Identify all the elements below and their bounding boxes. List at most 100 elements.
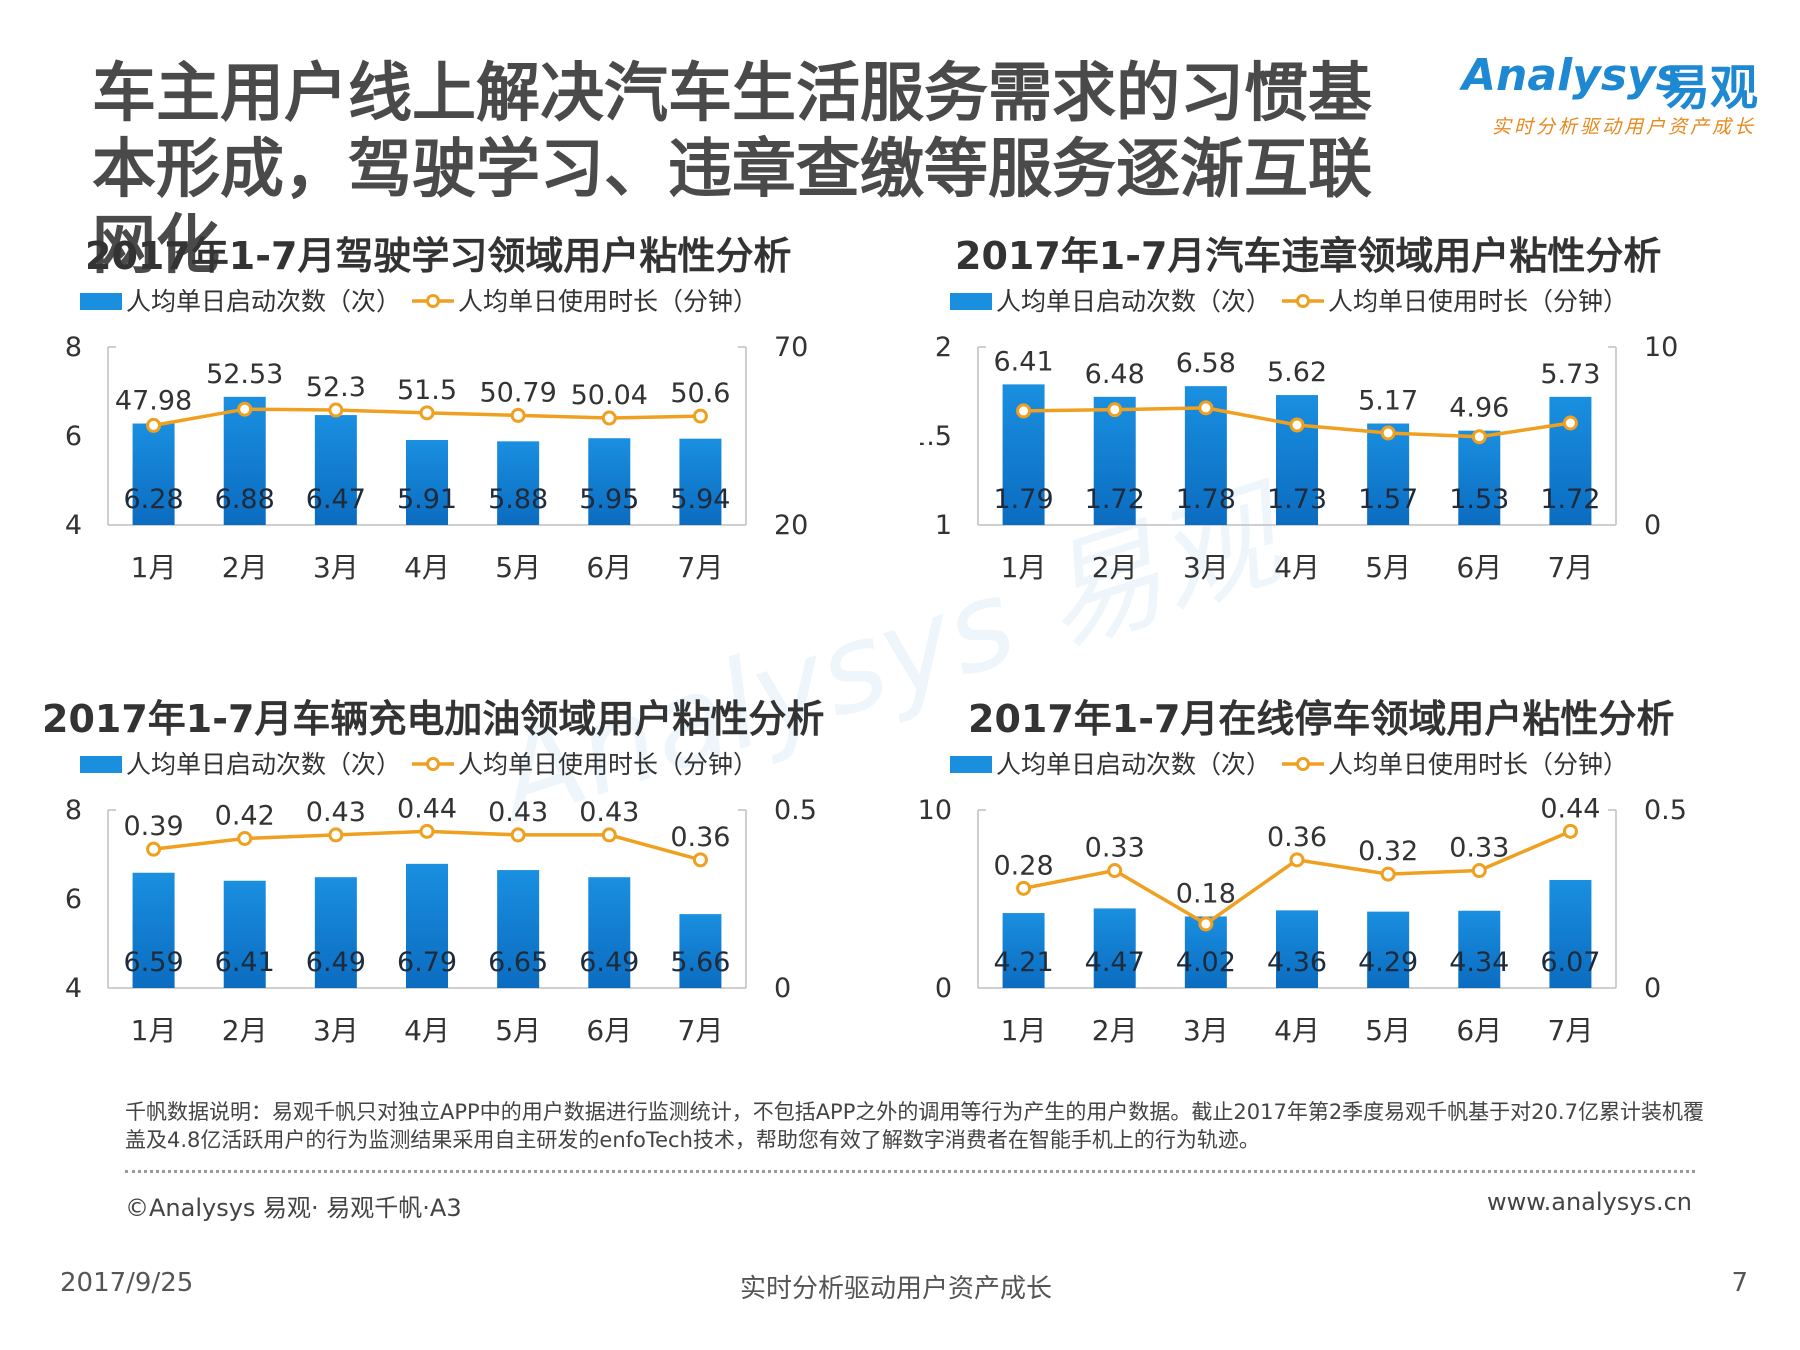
line-point xyxy=(1471,429,1487,445)
legend-bar-label: 人均单日启动次数（次） xyxy=(126,287,401,316)
bar xyxy=(132,423,175,525)
legend-bar-swatch xyxy=(80,293,122,310)
line-value-label: 47.98 xyxy=(115,386,192,417)
line-value-label: 51.5 xyxy=(397,375,457,406)
line-point xyxy=(237,830,253,846)
line-point xyxy=(328,827,344,843)
bar-value-label: 5.95 xyxy=(579,484,639,515)
bar xyxy=(406,440,448,525)
bar-value-label: 1.72 xyxy=(1085,484,1145,515)
line-point xyxy=(1380,425,1396,441)
legend-line-marker xyxy=(1296,294,1310,308)
x-tick-label: 6月 xyxy=(586,551,632,584)
bar xyxy=(497,441,540,525)
line-value-label: 0.39 xyxy=(124,811,184,842)
x-tick-label: 1月 xyxy=(131,1014,177,1047)
line-point xyxy=(1198,400,1214,416)
bar-value-label: 6.28 xyxy=(124,484,184,515)
x-tick-label: 6月 xyxy=(1456,1014,1502,1047)
line-value-label: 0.33 xyxy=(1449,833,1509,864)
line-value-label: 50.04 xyxy=(571,380,648,411)
x-tick-label: 7月 xyxy=(1548,1014,1594,1047)
footer-divider xyxy=(125,1170,1695,1173)
chart-legend: 人均单日启动次数（次） 人均单日使用时长（分钟） xyxy=(950,287,1628,316)
x-tick-label: 4月 xyxy=(1274,1014,1320,1047)
x-tick-label: 3月 xyxy=(1183,1014,1229,1047)
bar-value-label: 6.49 xyxy=(579,947,639,978)
copyright: ©Analysys 易观· 易观千帆·A3 xyxy=(125,1194,462,1222)
legend-line-label: 人均单日使用时长（分钟） xyxy=(1328,750,1628,779)
bar xyxy=(1549,879,1592,988)
x-tick-label: 5月 xyxy=(495,1014,541,1047)
bar-value-label: 1.53 xyxy=(1449,484,1509,515)
line-value-label: 0.36 xyxy=(670,822,730,853)
legend-line-label: 人均单日使用时长（分钟） xyxy=(458,750,758,779)
x-tick-label: 2月 xyxy=(1092,551,1138,584)
bar-value-label: 6.79 xyxy=(397,947,457,978)
bar-value-label: 4.02 xyxy=(1176,947,1236,978)
x-tick-label: 6月 xyxy=(1456,551,1502,584)
bar-value-label: 1.72 xyxy=(1540,484,1600,515)
chart-legend: 人均单日启动次数（次） 人均单日使用时长（分钟） xyxy=(950,750,1628,779)
legend-bar-label: 人均单日启动次数（次） xyxy=(996,287,1271,316)
x-tick-label: 4月 xyxy=(404,551,450,584)
bar-value-label: 5.91 xyxy=(397,484,457,515)
bar-value-label: 1.73 xyxy=(1267,484,1327,515)
y-right-tick-label: 10 xyxy=(1644,332,1678,363)
chart-plot: 人均单日启动次数（次） 人均单日使用时长（分钟） 1 1.5 2 0 10 1.79 1.72 1… xyxy=(920,287,1678,584)
x-tick-label: 3月 xyxy=(313,551,359,584)
line-point xyxy=(1198,916,1214,932)
bar-value-label: 5.66 xyxy=(670,947,730,978)
bar xyxy=(1367,911,1410,988)
bar-value-label: 4.21 xyxy=(994,947,1054,978)
y-left-tick-label: 8 xyxy=(65,795,82,826)
line-point xyxy=(419,823,435,839)
x-tick-label: 6月 xyxy=(586,1014,632,1047)
bar xyxy=(588,438,631,525)
x-tick-label: 5月 xyxy=(495,551,541,584)
line-point xyxy=(419,405,435,421)
line-point xyxy=(510,827,526,843)
line-point xyxy=(601,827,617,843)
data-footnote: 千帆数据说明：易观千帆只对独立APP中的用户数据进行监测统计，不包括APP之外的… xyxy=(125,1100,1704,1152)
line-value-label: 4.96 xyxy=(1449,393,1509,424)
bar-value-label: 5.88 xyxy=(488,484,548,515)
line-value-label: 0.42 xyxy=(215,800,275,831)
line-point xyxy=(1289,417,1305,433)
chart-title: 2017年1-7月车辆充电加油领域用户粘性分析 xyxy=(42,697,825,741)
y-left-tick-label: 6 xyxy=(65,421,82,452)
bar-value-label: 4.34 xyxy=(1449,947,1509,978)
x-tick-label: 5月 xyxy=(1365,1014,1411,1047)
bar xyxy=(406,863,448,988)
line-value-label: 5.62 xyxy=(1267,357,1327,388)
bar-value-label: 4.29 xyxy=(1358,947,1418,978)
y-right-tick-label: 0.5 xyxy=(1644,795,1687,826)
line-value-label: 52.3 xyxy=(306,372,366,403)
y-right-tick-label: 0 xyxy=(1644,510,1661,541)
bar xyxy=(314,415,357,525)
x-tick-label: 7月 xyxy=(678,1014,724,1047)
x-tick-label: 1月 xyxy=(1001,1014,1047,1047)
y-left-tick-label: 1.5 xyxy=(920,421,952,452)
line-value-label: 5.73 xyxy=(1540,359,1600,390)
line-point xyxy=(692,408,708,424)
line-point xyxy=(1562,823,1578,839)
bar xyxy=(679,438,722,525)
bar xyxy=(1276,910,1318,988)
chart-title: 2017年1-7月汽车违章领域用户粘性分析 xyxy=(955,234,1662,278)
line-value-label: 0.43 xyxy=(488,797,548,828)
page-number: 7 xyxy=(1731,1268,1748,1298)
line-point xyxy=(1016,403,1032,419)
x-tick-label: 3月 xyxy=(1183,551,1229,584)
y-right-tick-label: 0 xyxy=(774,973,791,1004)
bar xyxy=(497,870,540,988)
bar xyxy=(1002,913,1045,988)
line-point xyxy=(146,417,162,433)
line-value-label: 0.32 xyxy=(1358,836,1418,867)
x-tick-label: 1月 xyxy=(1001,551,1047,584)
y-right-tick-label: 0.5 xyxy=(774,795,817,826)
line-point xyxy=(1289,852,1305,868)
y-left-tick-label: 2 xyxy=(935,332,952,363)
line-point xyxy=(1107,402,1123,418)
bar xyxy=(1093,908,1136,988)
